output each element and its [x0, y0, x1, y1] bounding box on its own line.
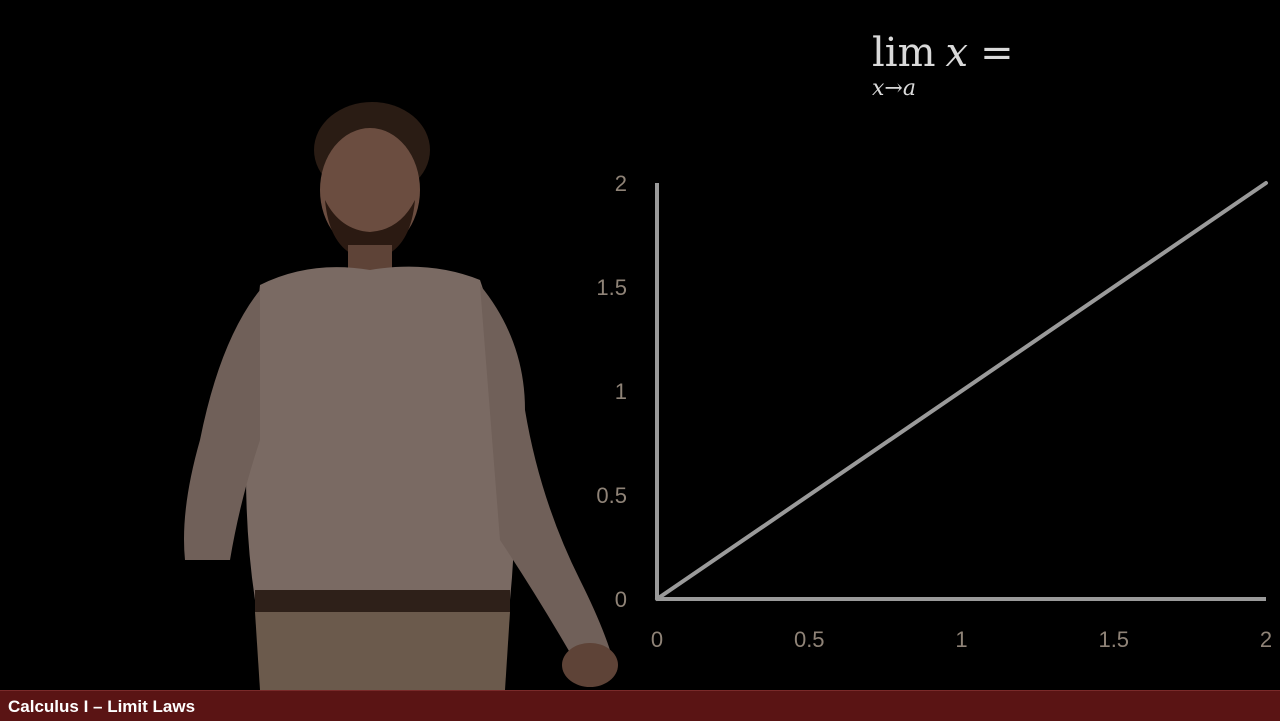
formula-variable: x	[945, 30, 969, 76]
x-tick-label: 1	[955, 627, 967, 652]
y-tick-label: 1	[615, 379, 627, 404]
lecture-title: Calculus I – Limit Laws	[8, 697, 196, 716]
formula-lim: lim	[872, 30, 936, 76]
presenter-figure	[184, 102, 618, 690]
series-line	[655, 181, 1268, 601]
lecture-footer-bar: Calculus I – Limit Laws	[0, 690, 1280, 721]
formula-main: lim x =	[872, 30, 1014, 76]
x-axis-tick-labels: 0 0.5 1 1.5 2	[651, 627, 1272, 652]
y-tick-label: 2	[615, 171, 627, 196]
formula-subscript: x→a	[872, 76, 916, 101]
x-tick-label: 1.5	[1098, 627, 1129, 652]
y-tick-label: 1.5	[596, 275, 627, 300]
x-tick-label: 2	[1260, 627, 1272, 652]
y-tick-label: 0.5	[596, 483, 627, 508]
x-tick-label: 0	[651, 627, 663, 652]
line-chart: 0 0.5 1 1.5 2 0 0.5 1 1.5 2	[596, 171, 1272, 652]
video-stage: 0 0.5 1 1.5 2 0 0.5 1 1.5 2 lim x = x→a	[184, 30, 1272, 690]
series-group	[655, 181, 1268, 601]
x-tick-label: 0.5	[794, 627, 825, 652]
y-axis-tick-labels: 0 0.5 1 1.5 2	[596, 171, 627, 612]
formula-equals: =	[980, 30, 1014, 76]
y-tick-label: 0	[615, 587, 627, 612]
